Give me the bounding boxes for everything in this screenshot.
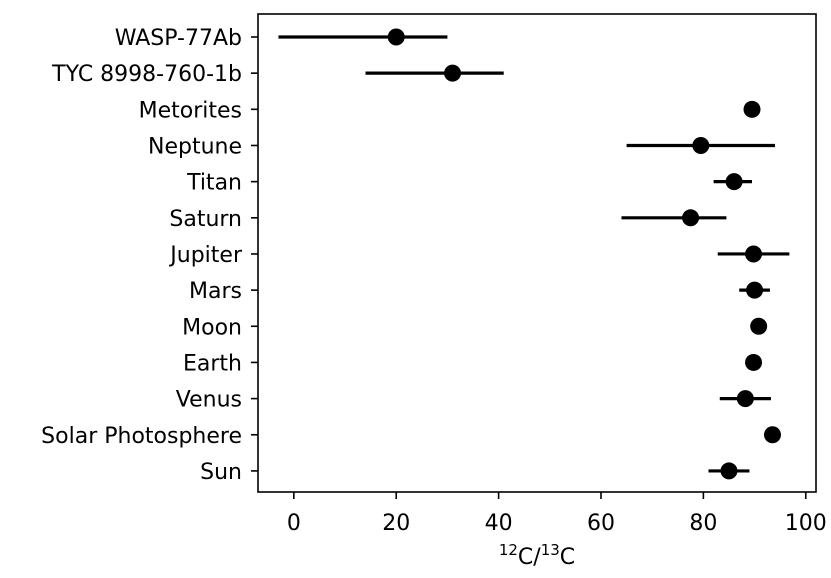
y-tick-label-neptune: Neptune: [148, 134, 242, 159]
point-tyc-8998-760-1b: [444, 64, 462, 82]
point-wasp-77ab: [387, 28, 405, 46]
y-tick-label-mars: Mars: [189, 279, 242, 304]
point-jupiter: [745, 245, 763, 263]
point-titan: [725, 173, 743, 191]
point-sun: [720, 462, 738, 480]
x-tick-label: 100: [785, 511, 827, 536]
y-tick-label-tyc-8998-760-1b: TYC 8998-760-1b: [51, 62, 242, 87]
x-axis-label-sup-13: 13: [541, 541, 560, 559]
x-tick-label: 0: [287, 511, 301, 536]
x-axis: 0 20 40 60 80 100: [287, 492, 827, 536]
x-tick-label: 40: [485, 511, 513, 536]
x-axis-label-part-b: C: [560, 545, 575, 570]
y-tick-label-wasp-77ab: WASP-77Ab: [115, 26, 242, 51]
x-tick-label: 20: [382, 511, 410, 536]
point-venus: [736, 390, 754, 408]
x-axis-label-part-a: C/: [518, 545, 541, 570]
point-moon: [750, 317, 768, 335]
x-tick-label: 80: [689, 511, 717, 536]
chart-marks: [278, 28, 790, 480]
point-metorites: [743, 100, 761, 118]
x-axis-label-sup-12: 12: [499, 541, 518, 559]
x-axis-label: 12C/13C: [499, 541, 575, 570]
point-mars: [746, 281, 764, 299]
y-tick-label-metorites: Metorites: [139, 98, 242, 123]
y-tick-label-earth: Earth: [183, 351, 242, 376]
point-neptune: [692, 136, 710, 154]
y-tick-label-titan: Titan: [186, 171, 242, 196]
plot-frame: [257, 13, 817, 493]
point-solar-photosphere: [763, 426, 781, 444]
y-tick-label-moon: Moon: [182, 315, 242, 340]
point-saturn: [682, 209, 700, 227]
y-tick-label-solar-photosphere: Solar Photosphere: [41, 424, 242, 449]
x-tick-label: 60: [587, 511, 615, 536]
y-axis: WASP-77Ab TYC 8998-760-1b Metorites Neptune…: [41, 26, 258, 485]
y-tick-label-jupiter: Jupiter: [168, 243, 243, 268]
y-tick-label-venus: Venus: [176, 388, 242, 413]
y-tick-label-sun: Sun: [200, 460, 242, 485]
y-tick-label-saturn: Saturn: [169, 207, 242, 232]
point-earth: [745, 353, 763, 371]
